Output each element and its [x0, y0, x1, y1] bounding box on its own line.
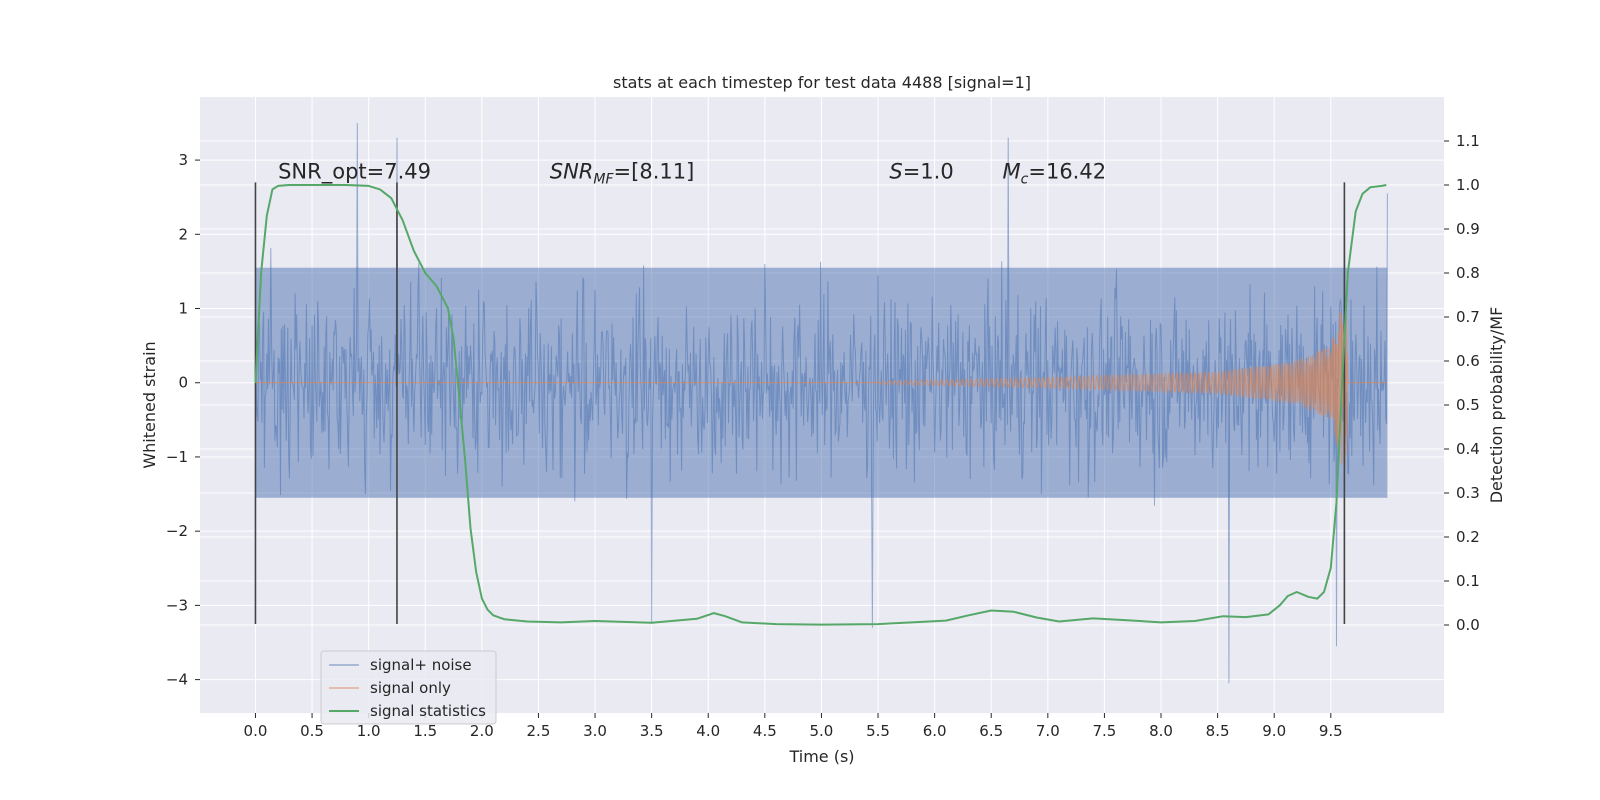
annotations: SNR_opt=7.49 SNRMF=[8.11] S=1.0 Mc=16.42 — [278, 160, 1106, 188]
x-tick-label: 6.0 — [923, 722, 947, 740]
signal-only-line — [255, 293, 1388, 468]
x-tick-label: 3.5 — [640, 722, 664, 740]
x-tick-label: 8.5 — [1206, 722, 1230, 740]
x-tick-label: 7.0 — [1036, 722, 1060, 740]
y-tick-label: −3 — [166, 596, 188, 614]
vertical-markers — [254, 182, 1346, 624]
x-tick-label: 4.0 — [696, 722, 720, 740]
x-axis-label: Time (s) — [788, 747, 854, 766]
legend-label-signal-statistics: signal statistics — [370, 702, 486, 720]
legend-label-signal-only: signal only — [370, 679, 451, 697]
y2-axis-ticks: 0.0 0.1 0.2 0.3 0.4 0.5 0.6 0.7 0.8 0.9 1.0 1.1 — [1444, 132, 1480, 634]
x-tick-label: 6.5 — [979, 722, 1003, 740]
y2-tick-label: 1.1 — [1456, 132, 1480, 150]
x-tick-label: 1.0 — [357, 722, 381, 740]
annotation: S=1.0 — [889, 160, 953, 184]
noise-line — [255, 122, 1388, 684]
chart-title: stats at each timestep for test data 448… — [613, 73, 1031, 92]
x-tick-label: 9.5 — [1319, 722, 1343, 740]
y2-tick-label: 0.6 — [1456, 352, 1480, 370]
x-tick-label: 1.5 — [413, 722, 437, 740]
y-tick-label: 3 — [178, 151, 188, 169]
x-tick-label: 5.5 — [866, 722, 890, 740]
y2-tick-label: 0.8 — [1456, 264, 1480, 282]
x-tick-label: 4.5 — [753, 722, 777, 740]
y2-tick-label: 0.4 — [1456, 440, 1480, 458]
x-tick-label: 3.0 — [583, 722, 607, 740]
x-tick-label: 9.0 — [1262, 722, 1286, 740]
annotation: Mc=16.42 — [1003, 160, 1107, 188]
y-tick-label: 1 — [178, 300, 188, 318]
y2-tick-label: 0.5 — [1456, 396, 1480, 414]
y2-tick-label: 0.2 — [1456, 528, 1480, 546]
y-tick-label: −1 — [166, 448, 188, 466]
annotation: SNRMF=[8.11] — [550, 160, 695, 188]
signal-statistics-series — [254, 184, 1387, 626]
x-tick-label: 2.0 — [470, 722, 494, 740]
y-axis-label: Whitened strain — [140, 341, 159, 468]
annotation: SNR_opt=7.49 — [278, 160, 431, 185]
legend-label-signal-noise: signal+ noise — [370, 656, 472, 674]
x-tick-label: 0.0 — [244, 722, 268, 740]
y-tick-label: −4 — [166, 671, 188, 689]
signal-statistics-line — [254, 184, 1387, 626]
y-tick-label: −2 — [166, 522, 188, 540]
y-tick-label: 2 — [178, 225, 188, 243]
y2-axis-label: Detection probability/MF — [1487, 307, 1506, 504]
legend: signal+ noise signal only signal statist… — [320, 650, 497, 725]
y2-tick-label: 0.7 — [1456, 308, 1480, 326]
y2-tick-label: 0.0 — [1456, 616, 1480, 634]
y2-tick-label: 0.9 — [1456, 220, 1480, 238]
x-tick-label: 5.0 — [810, 722, 834, 740]
x-tick-label: 2.5 — [527, 722, 551, 740]
y2-tick-label: 1.0 — [1456, 176, 1480, 194]
x-tick-label: 0.5 — [300, 722, 324, 740]
y-axis-ticks: −4 −3 −2 −1 0 1 2 3 — [166, 151, 200, 689]
y2-tick-label: 0.3 — [1456, 484, 1480, 502]
y-tick-label: 0 — [178, 374, 188, 392]
x-axis-ticks: 0.0 0.5 1.0 1.5 2.0 2.5 3.0 3.5 4.0 4.5 5.0 5.5 6.0 6… — [244, 713, 1343, 740]
x-tick-label: 7.5 — [1092, 722, 1116, 740]
x-tick-label: 8.0 — [1149, 722, 1173, 740]
signal-only-series — [255, 293, 1388, 468]
legend-box — [320, 650, 497, 725]
y2-tick-label: 0.1 — [1456, 572, 1480, 590]
